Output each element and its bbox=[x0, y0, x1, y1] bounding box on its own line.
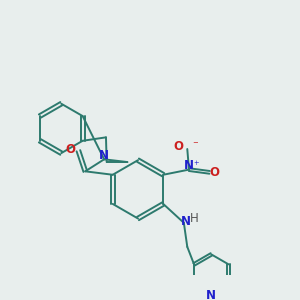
Text: N: N bbox=[206, 289, 216, 300]
Text: $^+$: $^+$ bbox=[192, 160, 200, 170]
Text: N: N bbox=[99, 149, 109, 162]
Text: O: O bbox=[210, 166, 220, 179]
Text: H: H bbox=[190, 212, 199, 225]
Text: $^-$: $^-$ bbox=[191, 141, 199, 151]
Text: N: N bbox=[184, 159, 194, 172]
Text: O: O bbox=[66, 142, 76, 155]
Text: N: N bbox=[181, 214, 190, 228]
Text: O: O bbox=[174, 140, 184, 153]
